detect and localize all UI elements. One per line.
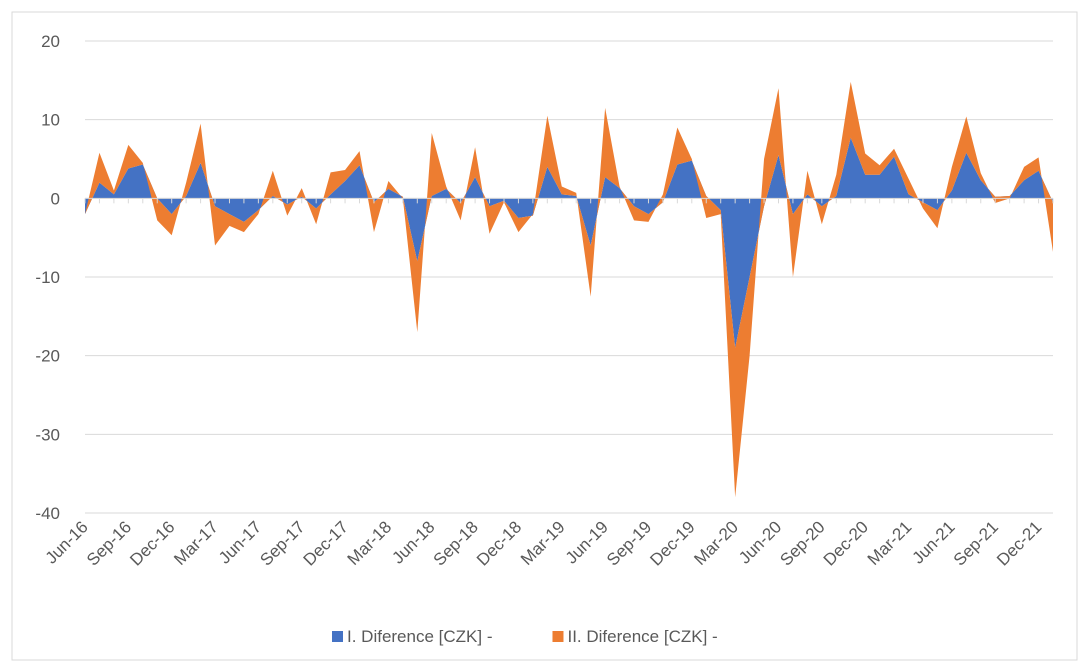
legend: I. Diference [CZK] - II. Diference [CZK] …: [332, 627, 718, 646]
y-tick-label: -10: [35, 268, 60, 287]
y-tick-label: -30: [35, 425, 60, 444]
legend-label: I. Diference [CZK] -: [347, 627, 492, 646]
area: [85, 81, 1053, 498]
y-tick-label: 20: [41, 32, 60, 51]
legend-swatch: [552, 631, 564, 642]
y-tick-label: -40: [35, 504, 60, 523]
y-tick-label: 0: [51, 189, 60, 208]
y-tick-label: -20: [35, 347, 60, 366]
plot-area: [85, 81, 1053, 498]
legend-swatch: [332, 631, 343, 642]
legend-label: II. Diference [CZK] -: [567, 627, 717, 646]
y-tick-label: 10: [41, 111, 60, 130]
grid: -40 -30 -20 -10 0 10 20: [35, 32, 1053, 523]
